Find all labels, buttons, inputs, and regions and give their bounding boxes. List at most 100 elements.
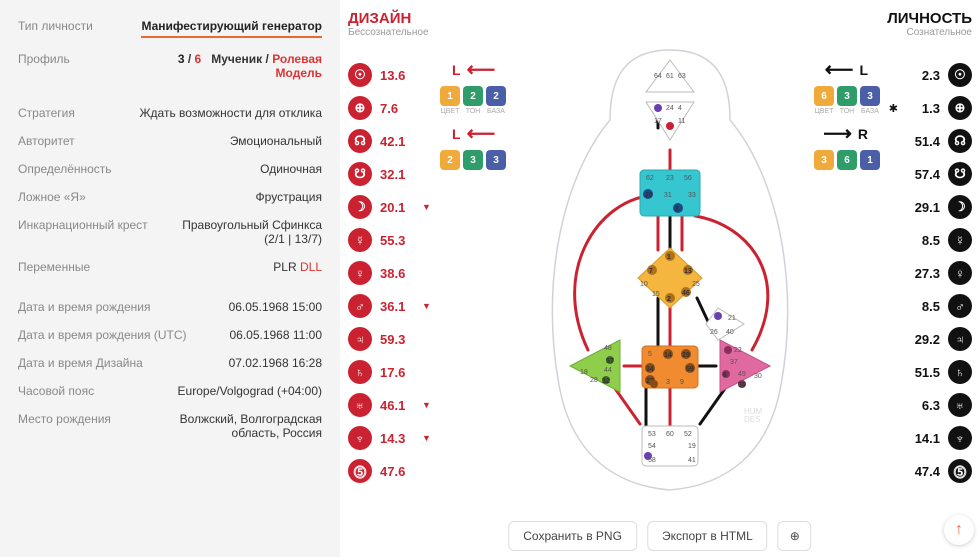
planet-gate: 2.3	[906, 68, 940, 83]
planet-gate: 57.4	[906, 167, 940, 182]
svg-text:2: 2	[667, 296, 671, 303]
planet-row[interactable]: ⓹47.6	[348, 458, 431, 484]
planet-gate: 14.3	[380, 431, 414, 446]
svg-text:18: 18	[580, 369, 588, 376]
planet-row[interactable]: ☿8.5	[889, 227, 972, 253]
planet-row[interactable]: ♃59.3	[348, 326, 431, 352]
svg-text:34: 34	[646, 366, 654, 373]
planet-icon: ♀	[348, 261, 372, 285]
planet-row[interactable]: ☊42.1	[348, 128, 431, 154]
planet-row[interactable]: ☋ 57.4	[889, 161, 972, 187]
svg-text:3: 3	[666, 379, 670, 386]
svg-text:6: 6	[723, 372, 727, 379]
planet-row[interactable]: ♆14.1	[889, 425, 972, 451]
planet-gate: 32.1	[380, 167, 414, 182]
planet-row[interactable]: ⊕ 7.6	[348, 95, 431, 121]
svg-text:62: 62	[646, 175, 654, 182]
svg-text:9: 9	[680, 379, 684, 386]
planet-gate: 47.4	[906, 464, 940, 479]
planet-row[interactable]: ♅6.3	[889, 392, 972, 418]
design-planets: ☉13.6 ⊕ 7.6 ☊42.1 ☋32.1 ☽20.1▼ ☿ 55.3 ♀ 38.6 ♂36.1…	[348, 62, 431, 484]
planet-gate: 55.3	[380, 233, 414, 248]
value-profile: 3 / 6 Мученик / Ролевая Модель	[132, 52, 322, 80]
planet-gate: 36.1	[380, 299, 414, 314]
svg-text:22: 22	[734, 347, 742, 354]
save-png-button[interactable]: Сохранить в PNG	[508, 521, 637, 551]
planet-row[interactable]: ☉13.6	[348, 62, 431, 88]
planet-row[interactable]: ♂36.1▼	[348, 293, 431, 319]
planet-row[interactable]: ☽20.1▼	[348, 194, 431, 220]
planet-row[interactable]: ♀ 38.6	[348, 260, 431, 286]
svg-text:37: 37	[730, 359, 738, 366]
planet-row[interactable]: ♂ 8.5	[889, 293, 972, 319]
planet-icon: ⓹	[348, 459, 372, 483]
svg-text:5: 5	[648, 351, 652, 358]
svg-text:23: 23	[666, 175, 674, 182]
svg-text:46: 46	[682, 290, 690, 297]
bodygraph: 646163 244 1711 622356 20 31 8 33 1 13 7…	[520, 30, 820, 500]
svg-text:28: 28	[590, 377, 598, 384]
svg-text:61: 61	[666, 73, 674, 80]
planet-icon: ⊕	[348, 96, 372, 120]
planet-icon: ☿	[948, 228, 972, 252]
planet-row[interactable]: ♃29.2	[889, 326, 972, 352]
pers-hex-2: 361	[814, 148, 880, 170]
planet-icon: ♄	[948, 360, 972, 384]
planet-row[interactable]: ☊51.4	[889, 128, 972, 154]
planet-row[interactable]: ♅46.1▼	[348, 392, 431, 418]
svg-text:30: 30	[754, 373, 762, 380]
svg-text:14: 14	[664, 352, 672, 359]
planet-gate: 38.6	[380, 266, 414, 281]
planet-icon: ☿	[348, 228, 372, 252]
planet-row[interactable]: ♄ 17.6	[348, 359, 431, 385]
planet-row[interactable]: ☋32.1	[348, 161, 431, 187]
planet-row[interactable]: ☉2.3	[889, 62, 972, 88]
planet-gate: 51.5	[906, 365, 940, 380]
scroll-top-button[interactable]: ↑	[944, 515, 974, 545]
design-arrow-2: L⟵	[452, 124, 495, 144]
svg-text:26: 26	[710, 329, 718, 336]
svg-text:40: 40	[726, 329, 734, 336]
design-arrow-1: L⟵	[452, 60, 495, 80]
svg-text:52: 52	[684, 431, 692, 438]
planet-row[interactable]: ⓹47.4	[889, 458, 972, 484]
svg-text:25: 25	[692, 281, 700, 288]
info-panel: Тип личностиМанифестирующий генератор Пр…	[0, 0, 340, 557]
design-title: ДИЗАЙН	[348, 10, 429, 27]
planet-row[interactable]: ♀27.3	[889, 260, 972, 286]
planet-row[interactable]: ♄ 51.5	[889, 359, 972, 385]
planet-icon: ♄	[348, 360, 372, 384]
planet-row[interactable]: ☽29.1	[889, 194, 972, 220]
design-hex-1: 122 ЦВЕТТОНБАЗА	[440, 84, 506, 115]
planet-icon: ♂	[948, 294, 972, 318]
planet-icon: ♅	[348, 393, 372, 417]
planet-row[interactable]: ♆14.3▼	[348, 425, 431, 451]
planet-row[interactable]: ☿ 55.3	[348, 227, 431, 253]
svg-text:15: 15	[652, 291, 660, 298]
planet-gate: 7.6	[380, 101, 414, 116]
planet-icon: ♃	[348, 327, 372, 351]
value-type: Манифестирующий генератор	[141, 19, 322, 38]
planet-icon: ⊕	[948, 96, 972, 120]
svg-text:4: 4	[678, 105, 682, 112]
svg-text:33: 33	[688, 192, 696, 199]
planet-icon: ♃	[948, 327, 972, 351]
planet-row[interactable]: ⊕1.3✱	[889, 95, 972, 121]
svg-text:53: 53	[648, 431, 656, 438]
planet-gate: 46.1	[380, 398, 414, 413]
personality-title: ЛИЧНОСТЬ	[887, 10, 972, 27]
svg-text:57: 57	[606, 358, 614, 365]
planet-icon: ☽	[348, 195, 372, 219]
planet-icon: ☋	[948, 162, 972, 186]
svg-text:41: 41	[688, 457, 696, 464]
svg-text:7: 7	[649, 268, 653, 275]
svg-text:19: 19	[688, 443, 696, 450]
planet-gate: 8.5	[906, 299, 940, 314]
planet-gate: 17.6	[380, 365, 414, 380]
label-type: Тип личности	[18, 19, 93, 33]
svg-text:48: 48	[604, 345, 612, 352]
svg-text:21: 21	[728, 315, 736, 322]
svg-text:20: 20	[645, 192, 653, 199]
export-html-button[interactable]: Экспорт в HTML	[647, 521, 768, 551]
zoom-button[interactable]: ⊕	[778, 521, 812, 551]
